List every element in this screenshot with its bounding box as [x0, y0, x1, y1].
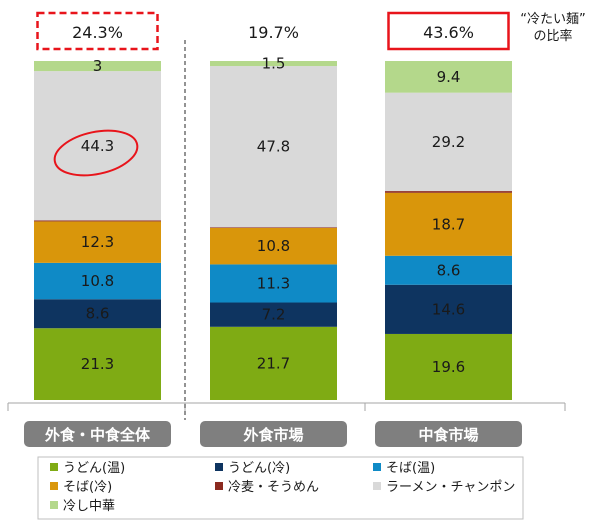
data-label-1-7: 3 [93, 57, 103, 75]
data-label-2-3: 11.3 [257, 274, 290, 292]
data-label-3-7: 9.4 [437, 68, 461, 86]
bar-segment-3-series-6 [385, 92, 512, 192]
bar-segment-3-series-3 [385, 255, 512, 285]
side-note-line-1: “冷たい麺” [520, 12, 585, 27]
data-label-3-1: 19.6 [432, 358, 465, 376]
side-note: “冷たい麺”の比率 [520, 12, 585, 44]
side-note-line-2: の比率 [533, 28, 572, 44]
bar-segment-3-series-1 [385, 333, 512, 400]
circle-highlight [53, 129, 139, 177]
bar-segment-1-series-2 [34, 299, 161, 329]
legend-swatch-4 [50, 482, 58, 490]
bar-segment-2-series-3 [210, 264, 337, 303]
data-label-1-3: 10.8 [81, 272, 114, 290]
category-label-1: 外食・中食全体 [44, 426, 151, 444]
bar-segment-2-series-6 [210, 66, 337, 228]
data-label-1-1: 21.3 [81, 355, 114, 373]
legend-box [37, 456, 524, 520]
data-label-3-2: 14.6 [432, 300, 465, 318]
legend-label-2: うどん(冷) [228, 461, 290, 476]
legend-swatch-3 [373, 463, 381, 471]
bar-segment-3-series-4 [385, 192, 512, 256]
data-label-3-4: 18.7 [432, 215, 465, 233]
bar-segment-1-series-6 [34, 71, 161, 221]
bar-segment-2-series-7 [210, 61, 337, 67]
data-label-3-6: 29.2 [432, 133, 465, 151]
legend-label-7: 冷し中華 [63, 499, 115, 514]
data-label-1-2: 8.6 [86, 305, 110, 323]
data-label-2-7: 1.5 [262, 55, 286, 73]
bar-segment-1-series-3 [34, 262, 161, 300]
category-box-1 [24, 421, 171, 447]
bar-segment-2-series-1 [210, 326, 337, 400]
bar-segment-1-series-1 [34, 328, 161, 400]
category-box-3 [375, 421, 522, 447]
legend-swatch-6 [373, 482, 381, 490]
bar-segment-2-series-4 [210, 227, 337, 265]
highlight-box-3 [387, 11, 510, 51]
legend-swatch-1 [50, 463, 58, 471]
highlight-box-1 [36, 11, 159, 51]
legend-label-5: 冷麦・そうめん [228, 480, 319, 495]
bar-segment-3-series-2 [385, 284, 512, 334]
top-percent-label-2: 19.7% [248, 23, 299, 42]
legend-swatch-2 [215, 463, 223, 471]
bar-segment-1-series-4 [34, 221, 161, 263]
data-label-2-1: 21.7 [257, 354, 290, 372]
legend-label-3: そば(温) [386, 461, 435, 476]
data-label-2-4: 10.8 [257, 237, 290, 255]
bar-segment-2-series-2 [210, 302, 337, 327]
data-label-1-4: 12.3 [81, 233, 114, 251]
legend-swatch-7 [50, 501, 58, 509]
data-label-3-3: 8.6 [437, 261, 461, 279]
data-label-2-2: 7.2 [262, 306, 286, 324]
category-label-3: 中食市場 [418, 426, 478, 444]
top-percent-label-3: 43.6% [423, 23, 474, 42]
bar-segment-2-series-5 [210, 227, 337, 228]
data-label-2-6: 47.8 [257, 138, 290, 156]
data-label-1-6: 44.3 [81, 137, 114, 155]
category-box-2 [200, 421, 347, 447]
top-percent-label-1: 24.3% [72, 23, 123, 42]
legend-swatch-5 [215, 482, 223, 490]
bar-segment-1-series-7 [34, 61, 161, 72]
category-label-2: 外食市場 [242, 426, 303, 444]
legend-label-4: そば(冷) [63, 480, 112, 495]
legend-label-6: ラーメン・チャンポン [386, 480, 515, 495]
legend-label-1: うどん(温) [63, 461, 125, 476]
bar-segment-3-series-5 [385, 191, 512, 193]
bar-segment-3-series-7 [385, 61, 512, 93]
bar-segment-1-series-5 [34, 220, 161, 222]
